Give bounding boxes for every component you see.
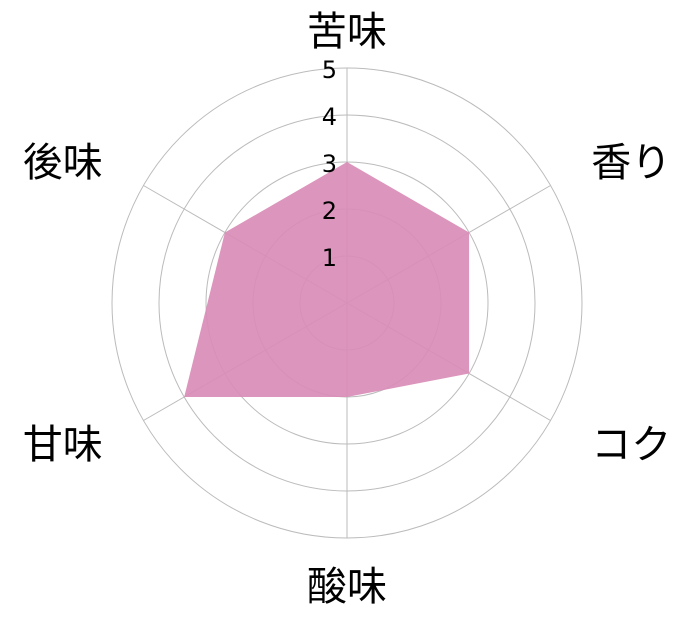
category-label: 苦味: [307, 9, 387, 55]
category-label: 後味: [23, 140, 103, 186]
tick-label: 2: [322, 197, 337, 225]
category-label: 甘味: [23, 422, 103, 468]
tick-label: 4: [322, 103, 337, 131]
category-label: コク: [591, 422, 671, 468]
data-polygon: [184, 162, 470, 397]
tick-label: 5: [322, 56, 337, 84]
tick-label: 3: [322, 150, 337, 178]
data-area: [184, 162, 470, 397]
tick-label: 1: [322, 244, 337, 272]
radial-tick-labels: 1 2 3 4 5: [322, 56, 337, 272]
category-label: 香り: [591, 140, 671, 186]
category-label: 酸味: [307, 564, 387, 610]
